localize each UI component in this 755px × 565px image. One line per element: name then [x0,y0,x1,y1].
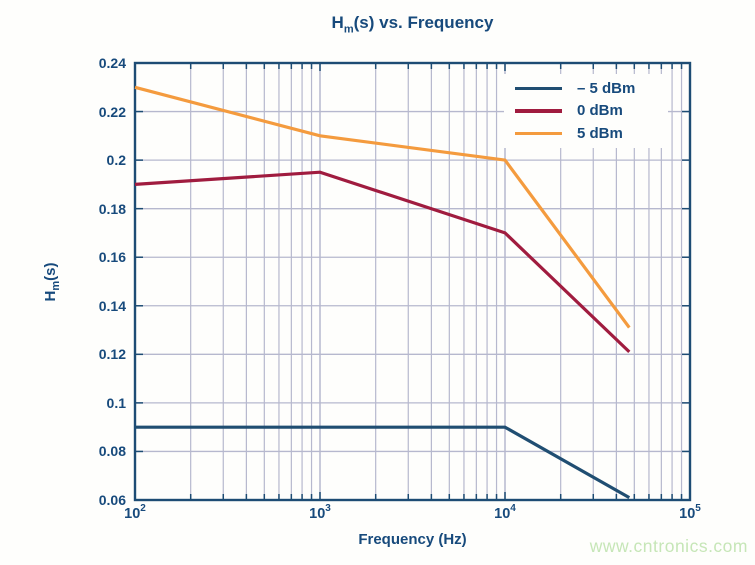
y-tick-label: 0.1 [106,394,126,411]
legend-line-swatch [515,109,562,113]
title-subscript: m [343,23,354,36]
y-tick-label: 0.14 [98,297,126,314]
y-tick-label: 0.08 [98,443,126,460]
legend-item-0dbm: 0 dBm [504,100,668,121]
series-line-2 [134,85,631,329]
y-tick-label: 0.2 [106,152,126,169]
legend-item-label: 0 dBm [577,102,623,120]
legend-item-label: 5 dBm [577,125,623,143]
x-axis-label: Frequency (Hz) [358,531,467,548]
legend-item-5dbm: 5 dBm [504,123,668,144]
x-tick-label: 103 [309,503,331,522]
legend-line-swatch [515,131,562,136]
y-tick-label: 0.06 [98,492,126,508]
watermark: www.cntronics.com [589,536,748,556]
y-tick-label: 0.16 [98,249,126,266]
axes-border [133,61,692,502]
title-prefix: H [331,13,344,32]
x-tick-label: 102 [124,503,146,522]
legend-item-label: – 5 dBm [577,79,636,97]
legend-item-minus5dbm: – 5 dBm [504,78,668,99]
x-tick-label: 104 [494,503,516,522]
title-suffix: (s) vs. Frequency [353,13,494,32]
y-tick-label: 0.18 [98,200,126,217]
legend-line-swatch [515,86,562,91]
y-tick-label: 0.12 [98,346,126,363]
chart-title: Hm(s) vs. Frequency [135,13,690,35]
x-tick-label: 105 [679,503,701,522]
series-line-1 [134,170,631,354]
y-tick-label: 0.24 [98,55,126,71]
y-tick-label: 0.22 [98,103,126,120]
legend: – 5 dBm 0 dBm 5 dBm [504,74,668,148]
series-line-0 [135,425,631,499]
